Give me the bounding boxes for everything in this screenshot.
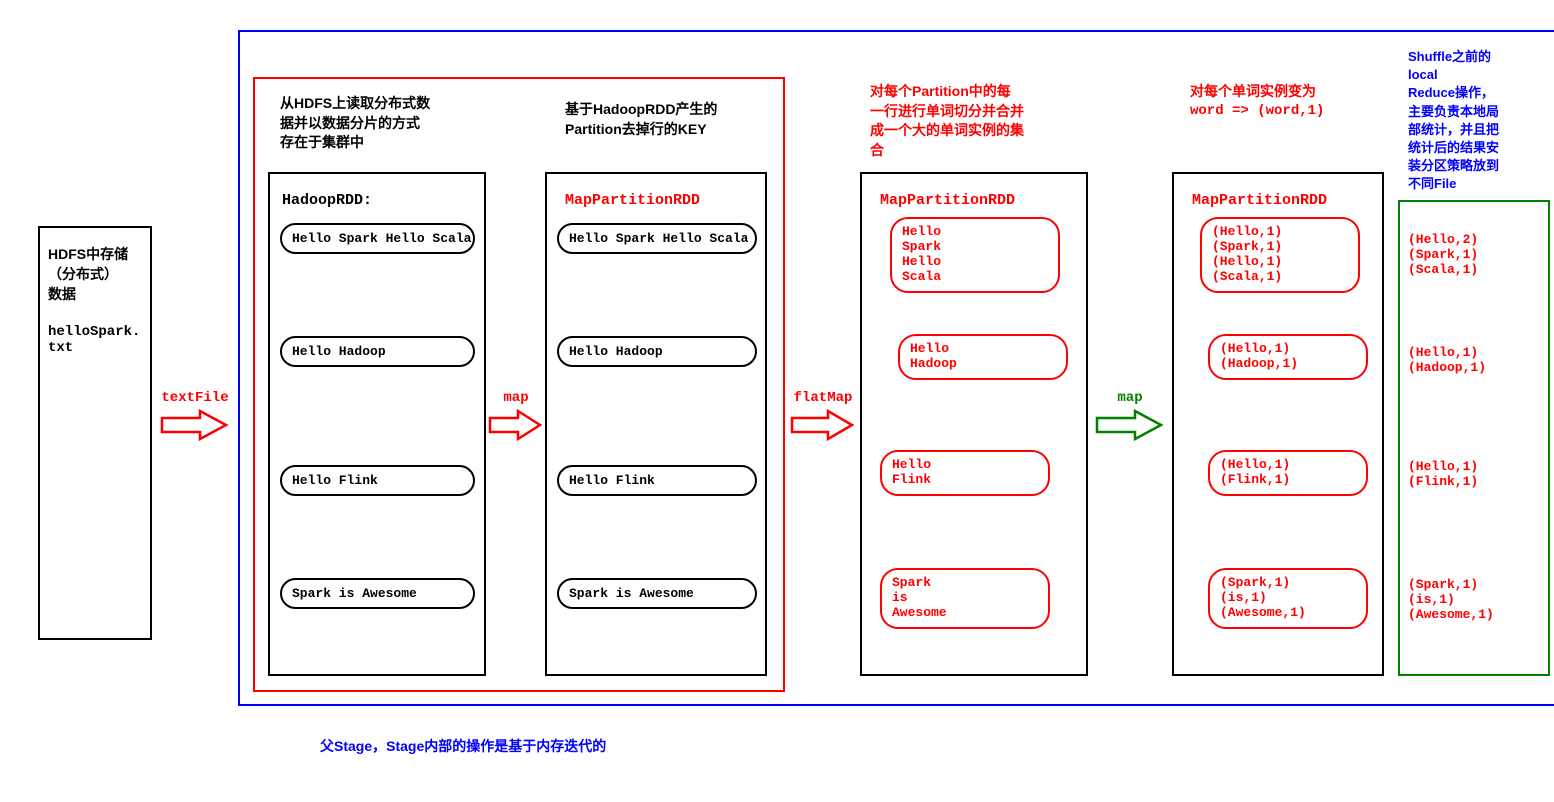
stage3-partition-1: Hello Spark Hello Scala: [890, 217, 1060, 293]
stage5-partition-2: (Hello,1) (Hadoop,1): [1408, 346, 1486, 376]
hdfs-label: （分布式）: [48, 264, 142, 284]
stage5-partition-3: (Hello,1) (Flink,1): [1408, 460, 1478, 490]
diagram-canvas: HDFS中存储 （分布式） 数据 helloSpark. txt 从HDFS上读…: [20, 20, 1554, 782]
arrow-icon: [488, 408, 544, 442]
stage1-partition-1: Hello Spark Hello Scala: [280, 223, 475, 254]
arrow-icon: [790, 408, 856, 442]
hdfs-label: HDFS中存储: [48, 244, 142, 264]
stage2-title: MapPartitionRDD: [565, 192, 700, 209]
arrow-icon: [1095, 408, 1165, 442]
stage4-partition-1: (Hello,1) (Spark,1) (Hello,1) (Scala,1): [1200, 217, 1360, 293]
stage2-partition-2: Hello Hadoop: [557, 336, 757, 367]
arrow-map-2: map: [1095, 390, 1165, 442]
arrow-icon: [160, 408, 230, 442]
stage3-partition-2: Hello Hadoop: [898, 334, 1068, 380]
stage4-description: 对每个单词实例变为 word => (word,1): [1190, 82, 1324, 121]
stage1-description: 从HDFS上读取分布式数 据并以数据分片的方式 存在于集群中: [280, 94, 430, 153]
stage5-description: Shuffle之前的 local Reduce操作， 主要负责本地局 部统计，并…: [1408, 48, 1499, 194]
arrow-map-1: map: [488, 390, 544, 442]
stage5-partition-1: (Hello,2) (Spark,1) (Scala,1): [1408, 233, 1478, 278]
arrow-flatmap: flatMap: [790, 390, 856, 442]
stage2-partition-4: Spark is Awesome: [557, 578, 757, 609]
stage3-partition-4: Spark is Awesome: [880, 568, 1050, 629]
stage5-partition-4: (Spark,1) (is,1) (Awesome,1): [1408, 578, 1494, 623]
stage2-partition-3: Hello Flink: [557, 465, 757, 496]
bottom-caption: 父Stage，Stage内部的操作是基于内存迭代的: [320, 736, 606, 756]
hdfs-file: txt: [48, 340, 142, 356]
stage4-title: MapPartitionRDD: [1192, 192, 1327, 209]
stage4-partition-2: (Hello,1) (Hadoop,1): [1208, 334, 1368, 380]
stage3-description: 对每个Partition中的每 一行进行单词切分并合并 成一个大的单词实例的集 …: [870, 82, 1024, 160]
hdfs-file: helloSpark.: [48, 324, 142, 340]
stage1-partition-4: Spark is Awesome: [280, 578, 475, 609]
stage4-partition-4: (Spark,1) (is,1) (Awesome,1): [1208, 568, 1368, 629]
stage1-title: HadoopRDD:: [282, 192, 372, 209]
stage2-partition-1: Hello Spark Hello Scala: [557, 223, 757, 254]
stage1-partition-2: Hello Hadoop: [280, 336, 475, 367]
stage4-partition-3: (Hello,1) (Flink,1): [1208, 450, 1368, 496]
stage3-partition-3: Hello Flink: [880, 450, 1050, 496]
hdfs-box: HDFS中存储 （分布式） 数据 helloSpark. txt: [38, 226, 152, 640]
arrow-textfile: textFile: [160, 390, 230, 442]
hdfs-label: 数据: [48, 284, 142, 304]
stage3-title: MapPartitionRDD: [880, 192, 1015, 209]
stage2-description: 基于HadoopRDD产生的 Partition去掉行的KEY: [565, 100, 717, 139]
stage1-partition-3: Hello Flink: [280, 465, 475, 496]
